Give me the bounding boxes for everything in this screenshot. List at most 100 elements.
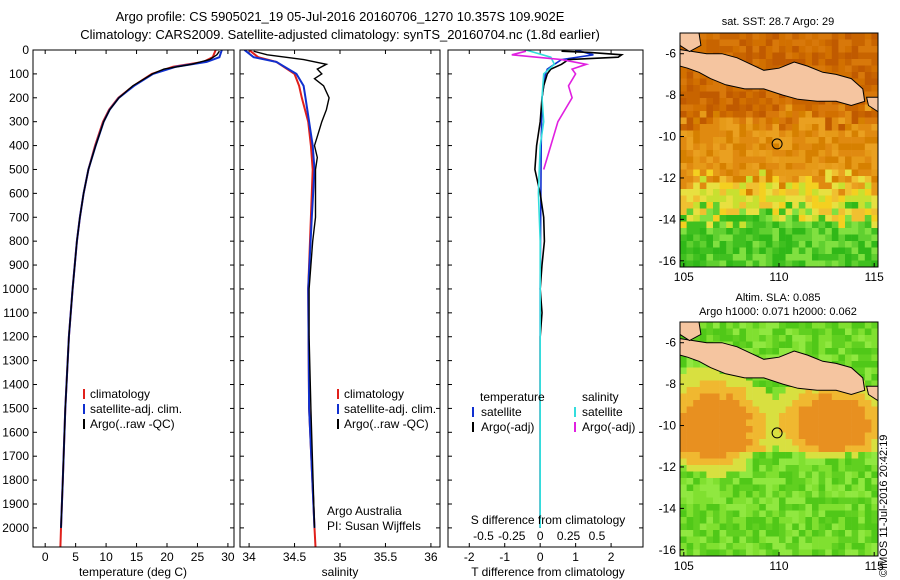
map-cell xyxy=(779,98,786,105)
map-cell xyxy=(693,195,701,203)
map-cell xyxy=(838,150,846,157)
map-cell xyxy=(746,530,753,537)
map-cell xyxy=(752,59,760,66)
map-cell xyxy=(680,484,687,492)
map-cell xyxy=(818,208,826,216)
map-cell xyxy=(732,478,740,485)
map-cell xyxy=(838,215,846,222)
map-cell xyxy=(831,341,839,349)
map-cell xyxy=(739,52,747,60)
map-cell xyxy=(732,419,740,427)
map-cell xyxy=(825,189,833,196)
difference-legend: temperature salinitysatelliteArgo(-adj)sa… xyxy=(472,390,635,434)
map-cell xyxy=(706,156,714,164)
map-cell xyxy=(759,234,767,242)
map-cell xyxy=(732,150,740,157)
map-cell xyxy=(812,413,819,420)
map-cell xyxy=(693,335,701,342)
map-cell xyxy=(759,400,767,407)
map-cell xyxy=(851,104,859,112)
map-cell xyxy=(765,458,773,466)
map-cell xyxy=(831,484,839,492)
map-cell xyxy=(798,241,806,248)
map-cell xyxy=(732,221,740,229)
map-cell xyxy=(818,458,826,466)
map-cell xyxy=(785,33,793,40)
series-line-salinity-argo-adj- xyxy=(511,50,590,170)
map-cell xyxy=(752,445,760,453)
map-cell xyxy=(713,328,720,336)
map-cell xyxy=(779,104,786,112)
map-cell xyxy=(772,234,780,242)
map-cell xyxy=(831,46,839,53)
map-cell xyxy=(732,413,740,420)
map-cell xyxy=(825,322,833,329)
map-cell xyxy=(805,400,813,407)
map-cell xyxy=(785,517,793,524)
map-cell xyxy=(772,182,780,190)
map-cell xyxy=(739,182,747,190)
map-cell xyxy=(851,432,859,440)
land-bali xyxy=(865,385,878,402)
map-cell xyxy=(759,156,767,164)
map-cell xyxy=(831,536,839,544)
map-cell xyxy=(812,111,819,118)
map-cell xyxy=(759,380,767,388)
map-cell xyxy=(792,387,800,394)
map-cell xyxy=(825,465,833,472)
map-cell xyxy=(858,549,866,556)
map-cell xyxy=(798,208,806,216)
map-cell xyxy=(831,413,839,420)
map-cell xyxy=(726,215,734,222)
map-cell xyxy=(686,406,694,414)
map-cell xyxy=(838,156,846,164)
map-cell xyxy=(825,208,833,216)
map-cell xyxy=(706,322,714,329)
map-cell xyxy=(706,478,714,485)
map-cell xyxy=(785,163,793,170)
map-cell xyxy=(686,91,694,99)
map-cell xyxy=(699,426,707,433)
map-cell xyxy=(825,65,833,73)
map-cell xyxy=(792,523,800,531)
map-cell xyxy=(798,137,806,144)
map-cell xyxy=(858,130,866,138)
map-cell xyxy=(845,215,852,222)
map-cell xyxy=(699,150,707,157)
map-cell xyxy=(739,254,747,261)
map-cell xyxy=(772,130,780,138)
map-cell xyxy=(719,241,727,248)
map-cell xyxy=(818,33,826,40)
map-cell xyxy=(785,202,793,209)
map-cell xyxy=(779,393,786,401)
map-cell xyxy=(845,208,852,216)
map-cell xyxy=(831,137,839,144)
map-cell xyxy=(765,176,773,183)
map-cell xyxy=(858,523,866,531)
map-cell xyxy=(858,458,866,466)
map-cell xyxy=(713,78,720,86)
map-cell xyxy=(858,189,866,196)
map-cell xyxy=(851,39,859,47)
map-cell xyxy=(765,406,773,414)
map-cell xyxy=(680,215,687,222)
map-cell xyxy=(858,322,866,329)
map-cell xyxy=(746,247,753,255)
map-cell xyxy=(752,130,760,138)
map-cell xyxy=(779,33,786,40)
map-xtick-label: 110 xyxy=(769,270,788,284)
map-cell xyxy=(864,497,872,505)
map-cell xyxy=(726,497,734,505)
map-cell xyxy=(831,478,839,485)
map-cell xyxy=(686,510,694,518)
map-cell xyxy=(851,65,859,73)
map-cell xyxy=(732,497,740,505)
map-cell xyxy=(706,523,714,531)
land-sumatra xyxy=(680,33,702,53)
map-cell xyxy=(772,189,780,196)
map-cell xyxy=(686,143,694,151)
map-cell xyxy=(726,478,734,485)
map-cell xyxy=(680,130,687,138)
map-cell xyxy=(838,33,846,40)
